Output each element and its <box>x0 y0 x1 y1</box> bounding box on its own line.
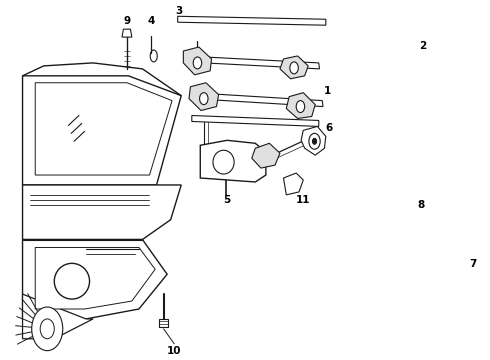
Polygon shape <box>284 173 303 195</box>
Ellipse shape <box>451 234 466 246</box>
Polygon shape <box>301 126 326 155</box>
Polygon shape <box>192 116 319 126</box>
Polygon shape <box>185 56 319 69</box>
Polygon shape <box>467 238 481 339</box>
Ellipse shape <box>309 133 320 149</box>
Text: 3: 3 <box>175 6 183 16</box>
Ellipse shape <box>404 211 421 225</box>
Text: 6: 6 <box>326 123 333 134</box>
Ellipse shape <box>296 100 305 113</box>
Polygon shape <box>361 261 375 277</box>
Ellipse shape <box>40 319 54 339</box>
Ellipse shape <box>290 62 298 74</box>
Polygon shape <box>23 76 181 185</box>
Text: 10: 10 <box>167 346 181 356</box>
Polygon shape <box>23 294 93 339</box>
Polygon shape <box>189 83 219 111</box>
Polygon shape <box>178 16 326 25</box>
Polygon shape <box>35 247 155 309</box>
Text: 1: 1 <box>323 86 331 96</box>
Ellipse shape <box>313 138 317 144</box>
Ellipse shape <box>54 264 90 299</box>
Polygon shape <box>35 83 172 175</box>
Text: 9: 9 <box>123 16 130 26</box>
Ellipse shape <box>199 93 208 105</box>
Ellipse shape <box>193 57 202 69</box>
Polygon shape <box>252 143 280 168</box>
Polygon shape <box>122 29 132 37</box>
Ellipse shape <box>424 235 439 247</box>
Polygon shape <box>159 319 168 327</box>
Polygon shape <box>192 93 323 107</box>
Polygon shape <box>280 56 308 79</box>
Polygon shape <box>23 239 167 319</box>
Polygon shape <box>361 301 375 317</box>
Polygon shape <box>375 238 481 249</box>
Polygon shape <box>23 185 181 239</box>
Polygon shape <box>183 47 212 75</box>
Polygon shape <box>375 249 467 339</box>
Ellipse shape <box>396 239 411 251</box>
Ellipse shape <box>213 150 234 174</box>
Text: 5: 5 <box>223 195 231 205</box>
Text: 4: 4 <box>147 16 154 26</box>
Text: 11: 11 <box>296 195 311 205</box>
Ellipse shape <box>32 307 63 351</box>
Polygon shape <box>286 93 315 118</box>
Text: 2: 2 <box>419 41 427 51</box>
Text: 7: 7 <box>469 259 476 269</box>
Polygon shape <box>200 140 266 182</box>
Ellipse shape <box>393 292 407 322</box>
Text: 8: 8 <box>417 200 425 210</box>
